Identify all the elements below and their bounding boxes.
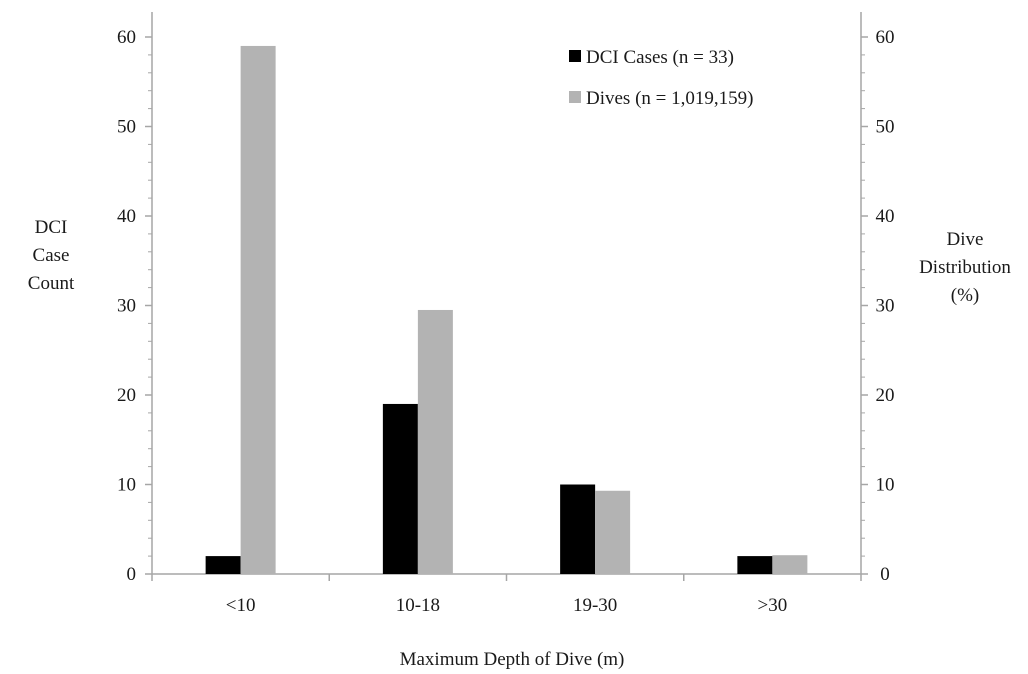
legend: DCI Cases (n = 33) Dives (n = 1,019,159)	[569, 47, 753, 109]
left-y-axis-title-line: DCI	[35, 217, 68, 238]
right-y-tick-label: 30	[876, 296, 895, 317]
x-tick-label: <10	[226, 595, 256, 616]
bar-dci-cases	[382, 403, 418, 574]
right-y-tick-label: 0	[880, 564, 890, 585]
bar-dives	[417, 309, 453, 574]
right-y-axis-title: Dive Distribution (%)	[919, 229, 1011, 306]
legend-label-dives: Dives (n = 1,019,159)	[586, 88, 753, 109]
tick-labels: 0 10 20 30 40 50 60 0 10 20 30 40 50 60 <10 10-18 19-30 >…	[117, 27, 895, 616]
right-y-tick-label: 50	[876, 117, 895, 138]
legend-swatch-dci-cases	[569, 50, 581, 62]
bar-dci-cases	[205, 556, 241, 574]
left-y-tick-label: 60	[117, 27, 136, 48]
x-axis-title: Maximum Depth of Dive (m)	[400, 649, 625, 670]
left-y-tick-label: 10	[117, 475, 136, 496]
left-y-tick-label: 40	[117, 206, 136, 227]
left-y-axis-title-line: Count	[28, 273, 75, 294]
x-tick-label: >30	[758, 595, 788, 616]
left-y-tick-label: 0	[127, 564, 137, 585]
right-y-tick-label: 40	[876, 206, 895, 227]
bar-dives	[595, 490, 631, 574]
bars	[205, 45, 808, 574]
left-y-axis-title: DCI Case Count	[28, 217, 75, 294]
right-y-tick-label: 20	[876, 385, 895, 406]
right-y-axis-title-line: (%)	[951, 285, 979, 306]
right-y-tick-label: 60	[876, 27, 895, 48]
bar-dci-cases	[737, 556, 773, 574]
left-y-axis-title-line: Case	[33, 245, 70, 266]
right-y-axis-title-line: Dive	[947, 229, 984, 250]
bar-dives	[772, 555, 808, 574]
left-y-tick-label: 30	[117, 296, 136, 317]
x-tick-label: 10-18	[396, 595, 440, 616]
left-y-tick-label: 50	[117, 117, 136, 138]
tick-marks	[145, 36, 868, 581]
legend-label-dci-cases: DCI Cases (n = 33)	[586, 47, 734, 68]
right-y-tick-label: 10	[876, 475, 895, 496]
bar-dives	[240, 45, 276, 574]
legend-swatch-dives	[569, 91, 581, 103]
x-tick-label: 19-30	[573, 595, 617, 616]
left-y-tick-label: 20	[117, 385, 136, 406]
bar-dci-cases	[560, 484, 596, 574]
right-y-axis-title-line: Distribution	[919, 257, 1011, 278]
